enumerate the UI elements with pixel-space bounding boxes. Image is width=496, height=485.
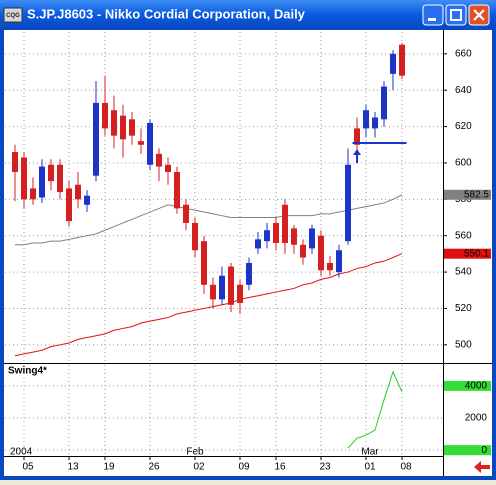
candle-body bbox=[93, 102, 99, 176]
candle-body bbox=[48, 164, 54, 182]
y-tick-label: 620 bbox=[455, 121, 472, 132]
y-tick-label: 600 bbox=[455, 158, 472, 169]
x-tick-label: 08 bbox=[400, 462, 412, 473]
title-bar bbox=[0, 0, 496, 29]
candle-body bbox=[156, 153, 162, 167]
last-value-label: 550.1 bbox=[464, 248, 489, 259]
scroll-arrow[interactable] bbox=[474, 461, 490, 473]
candle-body bbox=[381, 86, 387, 120]
candle-body bbox=[327, 262, 333, 271]
y-tick-label: 560 bbox=[455, 230, 472, 241]
y-tick-box bbox=[444, 445, 491, 456]
candle-body bbox=[138, 141, 144, 145]
x-tick-label: 02 bbox=[193, 462, 205, 473]
candle-body bbox=[30, 188, 36, 200]
candle-body bbox=[147, 122, 153, 165]
candle-body bbox=[210, 284, 216, 300]
close-button[interactable] bbox=[468, 4, 490, 26]
candle-body bbox=[246, 262, 252, 285]
y-tick-label: 640 bbox=[455, 85, 472, 96]
y-tick-label: 500 bbox=[455, 339, 472, 350]
candle-body bbox=[363, 110, 369, 129]
x-tick-label: 05 bbox=[22, 462, 34, 473]
candle-body bbox=[345, 164, 351, 242]
candle-body bbox=[399, 44, 405, 76]
candle-body bbox=[84, 195, 90, 205]
candle-body bbox=[66, 188, 72, 222]
y-tick-box bbox=[444, 380, 491, 391]
last-value-box bbox=[444, 248, 491, 259]
x-tick-label: 09 bbox=[238, 462, 250, 473]
signal-arrow bbox=[353, 148, 361, 163]
candle-body bbox=[273, 222, 279, 243]
candle-body bbox=[219, 275, 225, 300]
candle-body bbox=[300, 244, 306, 258]
candle-body bbox=[228, 266, 234, 305]
y-tick-label: 0 bbox=[481, 445, 487, 456]
candle-body bbox=[111, 110, 117, 136]
month-label: 2004 bbox=[10, 447, 33, 458]
candle-body bbox=[129, 119, 135, 136]
x-tick-label: 13 bbox=[67, 462, 79, 473]
month-label: Feb bbox=[186, 447, 204, 458]
candle-body bbox=[390, 53, 396, 74]
y-tick-label: 520 bbox=[455, 303, 472, 314]
candle-body bbox=[372, 117, 378, 129]
candle-body bbox=[165, 164, 171, 173]
candle-body bbox=[201, 241, 207, 285]
candle-body bbox=[282, 204, 288, 243]
candle-body bbox=[354, 128, 360, 145]
month-label: Mar bbox=[361, 447, 379, 458]
candle-body bbox=[174, 172, 180, 209]
candle-body bbox=[237, 284, 243, 303]
y-tick-label: 4000 bbox=[465, 381, 488, 392]
y-tick-label: 2000 bbox=[465, 413, 488, 424]
indicator-line bbox=[347, 370, 403, 449]
candle-body bbox=[264, 230, 270, 242]
maximize-button[interactable] bbox=[445, 4, 467, 26]
moving-average-line bbox=[14, 253, 403, 357]
candle-body bbox=[192, 222, 198, 251]
candle-body bbox=[102, 102, 108, 129]
chart-area bbox=[4, 30, 492, 476]
y-tick-label: 660 bbox=[455, 48, 472, 59]
minimize-button[interactable] bbox=[422, 4, 444, 26]
x-tick-label: 23 bbox=[319, 462, 331, 473]
app-icon bbox=[3, 7, 23, 23]
panel-title: Swing4* bbox=[8, 366, 47, 377]
window-title: S.JP.J8603 - Nikko Cordial Corporation, … bbox=[27, 6, 306, 21]
app-icon-label: CQG bbox=[6, 13, 20, 19]
candle-body bbox=[336, 250, 342, 273]
x-tick-label: 01 bbox=[364, 462, 376, 473]
candle-body bbox=[120, 115, 126, 140]
last-value-label: 582.5 bbox=[464, 189, 489, 200]
candle-body bbox=[183, 204, 189, 223]
last-value-box bbox=[444, 189, 491, 200]
candle-body bbox=[318, 235, 324, 271]
candle-body bbox=[75, 184, 81, 200]
y-tick-label: 540 bbox=[455, 267, 472, 278]
candle-body bbox=[21, 157, 27, 200]
candle-body bbox=[57, 164, 63, 193]
candle-body bbox=[291, 228, 297, 245]
x-tick-label: 19 bbox=[103, 462, 115, 473]
moving-average-line bbox=[15, 194, 403, 246]
candle-body bbox=[255, 239, 261, 249]
candle-body bbox=[12, 152, 18, 173]
candle-body bbox=[39, 166, 45, 198]
x-tick-label: 26 bbox=[148, 462, 160, 473]
candle-body bbox=[309, 228, 315, 249]
x-tick-label: 16 bbox=[274, 462, 286, 473]
